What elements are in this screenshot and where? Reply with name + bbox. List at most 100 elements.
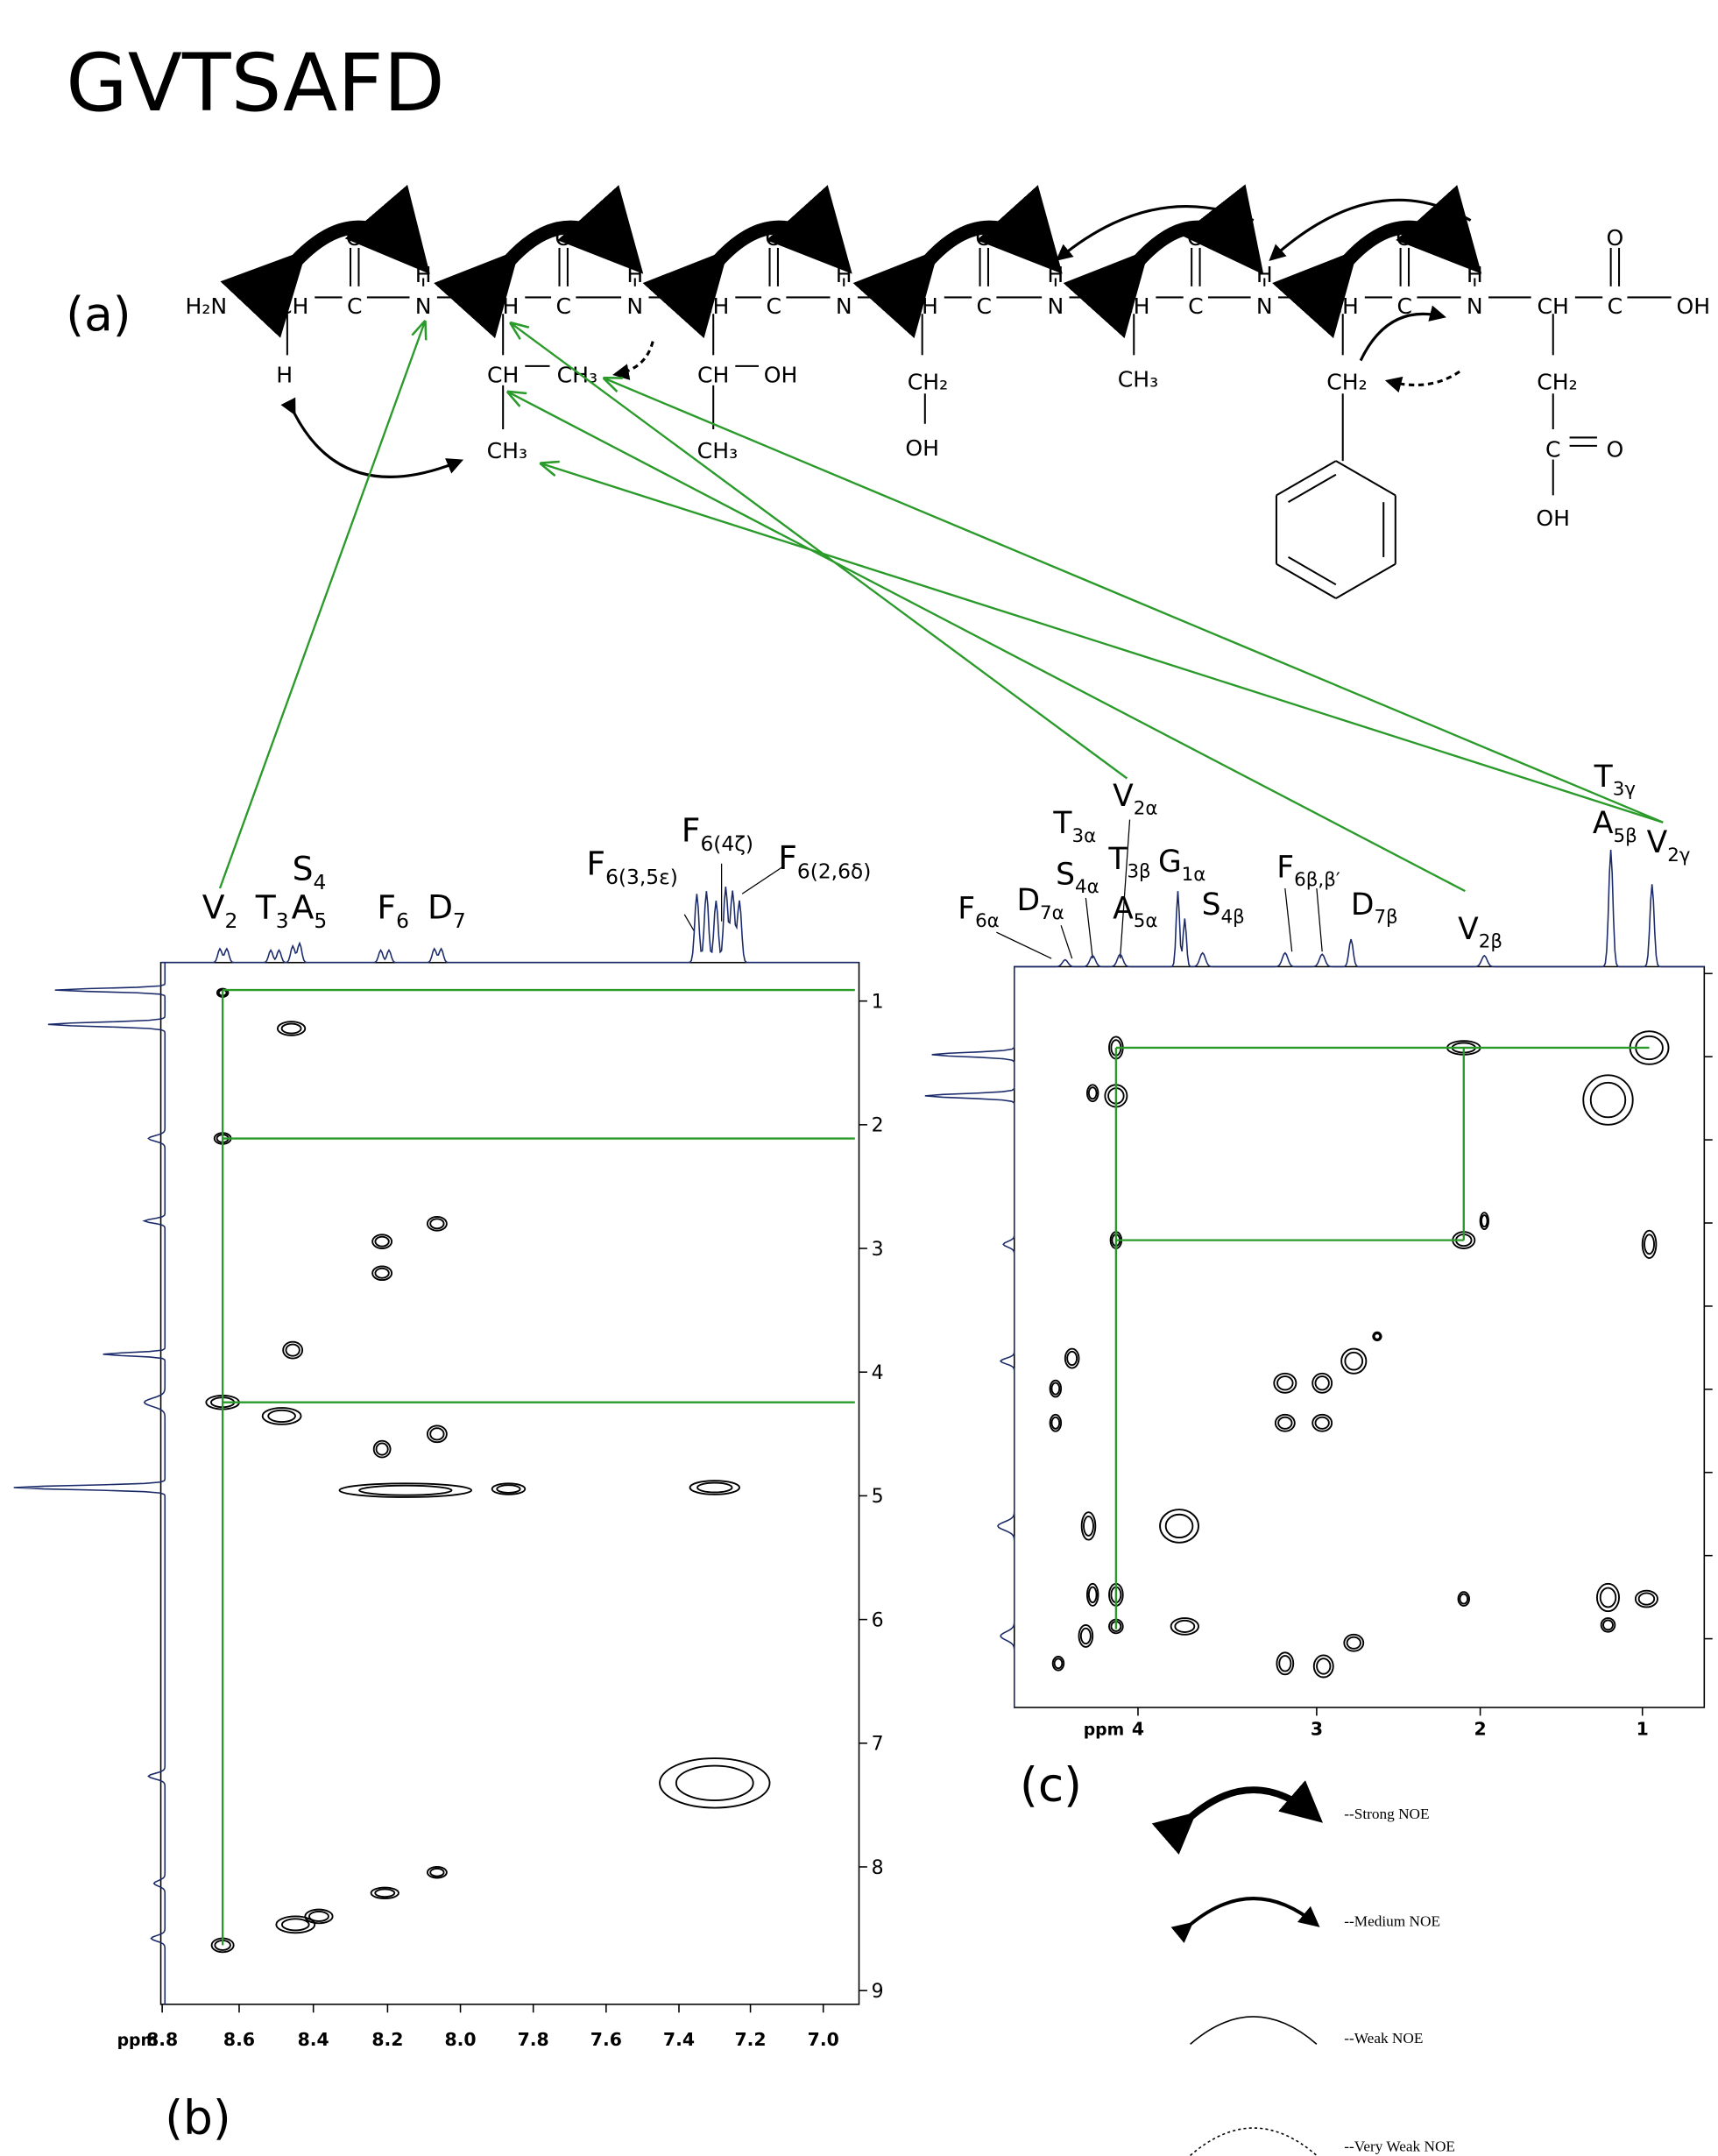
peak-label: F6(2,6δ) (778, 838, 871, 884)
atom-label: OH (905, 435, 939, 461)
atom-label: CH (487, 293, 519, 319)
y-tick-label: 2 (872, 1115, 884, 1137)
bond (1289, 475, 1336, 502)
x-tick-label: 8.4 (298, 2029, 329, 2050)
leader (1085, 898, 1092, 958)
cross-peak (1460, 1594, 1467, 1604)
peak-label-base: V (1647, 825, 1668, 860)
atom-label: O (555, 225, 572, 251)
peak-label-sub: 6(3,5ε) (605, 865, 678, 889)
atom-label: CH₃ (697, 438, 738, 463)
peak-label-sub: 6 (396, 908, 409, 933)
atom-label: CH (906, 293, 937, 319)
cross-peak (377, 1443, 388, 1454)
peak-label: D7β (1351, 887, 1398, 929)
atom-label: N (1467, 293, 1483, 319)
panel-label: (a) (66, 286, 131, 342)
peak-label: F6α (958, 892, 1000, 933)
peak-label: T3 (255, 888, 289, 934)
peak-label-base: S (293, 850, 314, 888)
peak-label-base: F (377, 888, 396, 927)
peak-label-base: F (958, 892, 975, 927)
cross-peak (1639, 1593, 1655, 1604)
peak-label: F6 (377, 888, 408, 934)
atom-label: C (347, 293, 363, 319)
peak-label: G1α (1158, 845, 1205, 886)
y-tick-label: 7 (872, 1734, 884, 1756)
panel-label: (b) (165, 2089, 230, 2145)
noe-arrows (294, 200, 1471, 477)
cross-peak (430, 1428, 443, 1439)
peak-label: S4β (1202, 887, 1245, 929)
leader (684, 915, 694, 931)
peak-label-base: V (202, 888, 225, 927)
x-tick-label: 1 (1637, 1718, 1649, 1739)
x-tick-label: 7.6 (590, 2029, 622, 2050)
peak-label-sub: 2α (1134, 798, 1158, 820)
x-tick-label: 8.0 (444, 2029, 476, 2050)
y-tick-label: 6 (872, 1609, 884, 1631)
peak-label-sub: 2 (224, 908, 237, 933)
peak-label: V2 (202, 888, 238, 934)
x-unit: ppm (1084, 1721, 1125, 1739)
peak-label-base: F (682, 811, 701, 850)
cross-peak (375, 1269, 388, 1278)
y-tick-label: 3 (872, 1239, 884, 1261)
cross-peak (375, 1889, 394, 1897)
x-tick-label: 8.2 (371, 2029, 403, 2050)
atom-label: CH (487, 363, 519, 388)
peak-label-base: F (586, 844, 605, 882)
cross-peak (1084, 1516, 1093, 1536)
atom-label: C (1608, 293, 1623, 319)
cross-peak (286, 1345, 299, 1356)
atom-label: O (1606, 225, 1623, 251)
peak-label-sub: 5α (1134, 910, 1158, 932)
legend-label: --Medium NOE (1344, 1912, 1440, 1929)
peak-label-base: V (1113, 779, 1134, 814)
atom-label: O (975, 225, 993, 251)
atom-label: H (1256, 262, 1273, 287)
cross-peak (282, 1919, 309, 1930)
x-tick-label: 4 (1132, 1718, 1144, 1739)
cross-peak (1375, 1333, 1381, 1340)
peak-label: V2β (1458, 912, 1502, 953)
atom-label: H (276, 363, 293, 388)
x-tick-label: 7.2 (735, 2029, 767, 2050)
peak-label-sub: 3α (1071, 825, 1096, 847)
cross-peak (1166, 1515, 1193, 1537)
atom-label: CH₃ (1118, 366, 1158, 392)
peak-label: F6(3,5ε) (586, 844, 677, 889)
atom-label: C (555, 293, 571, 319)
y-tick-label: 9 (872, 1981, 884, 2003)
atom-label: H (1047, 262, 1064, 287)
atom-label: CH₂ (908, 370, 948, 395)
peak-label-sub: 5 (314, 908, 327, 933)
cross-peak (1089, 1587, 1097, 1603)
cross-peak (309, 1912, 329, 1921)
cross-peak (282, 1024, 301, 1034)
leader (1317, 888, 1322, 951)
bond (1336, 461, 1396, 495)
leader (1285, 888, 1292, 951)
cross-peak (430, 1869, 443, 1877)
peak-label-sub: 6(4ζ) (700, 831, 753, 856)
cross-peak (1315, 1417, 1328, 1429)
legend: --Strong NOE--Medium NOE--Weak NOE--Very… (1191, 1790, 1455, 2155)
cross-peak (1089, 1087, 1097, 1099)
bonds (237, 248, 1671, 598)
peak-label-base: T (255, 888, 277, 927)
peak-label: T3α (1052, 806, 1096, 847)
atom-label: CH (697, 293, 729, 319)
peak-label: T3β (1107, 842, 1150, 883)
peak-label-base: D (428, 888, 453, 927)
peak-label-base: D (1351, 887, 1375, 922)
peak-label-sub: 7β (1374, 906, 1397, 928)
atom-label: H (836, 262, 852, 287)
peak-label-base: D (1016, 883, 1040, 918)
figure: GVTSAFD (a) (b) (c) H₂NCHCOHNCHCOHNCHCOH… (0, 0, 1718, 2156)
peak-label-sub: 6(2,6δ) (797, 859, 871, 884)
x-tick-label: 7.4 (663, 2029, 695, 2050)
peak-label: T3γ (1594, 760, 1637, 801)
atom-label: CH₂ (1326, 370, 1367, 395)
peak-label-base: F (778, 838, 797, 877)
